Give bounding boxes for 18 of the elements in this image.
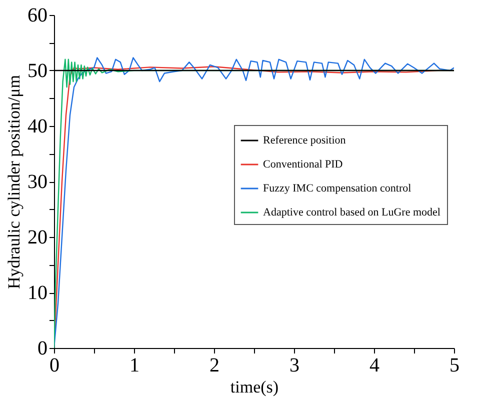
y-tick-label: 60 [28,4,48,26]
x-tick-label: 5 [450,354,460,376]
legend-label: Fuzzy IMC compensation control [263,182,412,194]
y-tick-label: 40 [28,116,48,138]
x-tick-label: 4 [370,354,380,376]
legend-label: Reference position [263,134,346,146]
y-tick-label: 50 [28,60,48,82]
legend-label: Conventional PID [263,158,343,170]
y-tick-label: 20 [28,226,48,248]
y-tick-label: 0 [38,338,48,360]
y-axis-title: Hydraulic cylinder position/μm [4,74,24,290]
legend-label: Adaptive control based on LuGre model [263,206,440,218]
x-tick-label: 1 [130,354,140,376]
x-tick-label: 3 [290,354,300,376]
y-tick-label: 10 [28,282,48,304]
x-tick-label: 2 [210,354,220,376]
y-tick-label: 30 [28,171,48,193]
x-axis-title: time(s) [230,378,279,396]
